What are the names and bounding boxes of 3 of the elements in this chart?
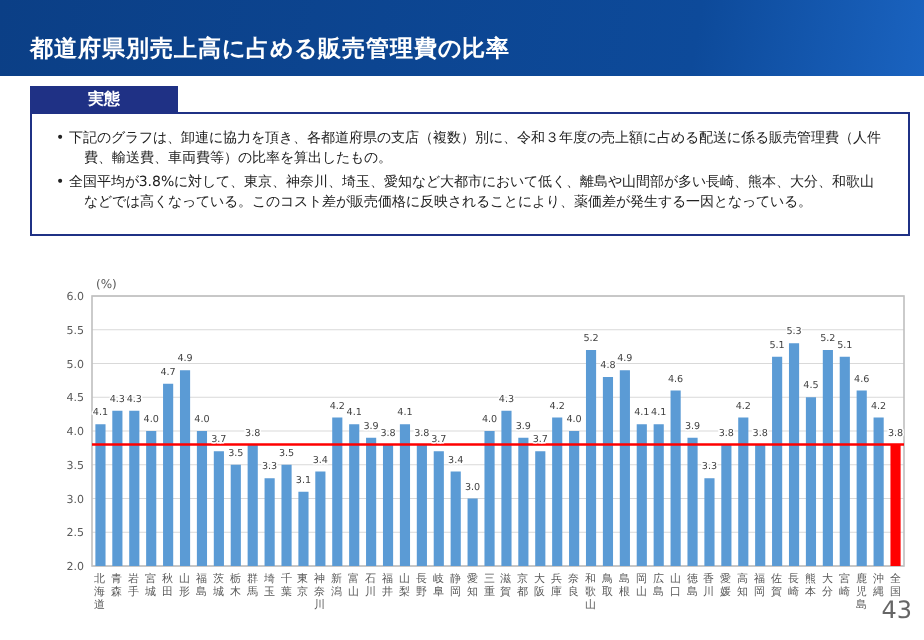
text: 43 (881, 596, 912, 624)
chart-subtitle: 実態 (30, 86, 178, 114)
chart-title: 都道府県別売上高に占める販売管理費の比率 (30, 34, 510, 64)
